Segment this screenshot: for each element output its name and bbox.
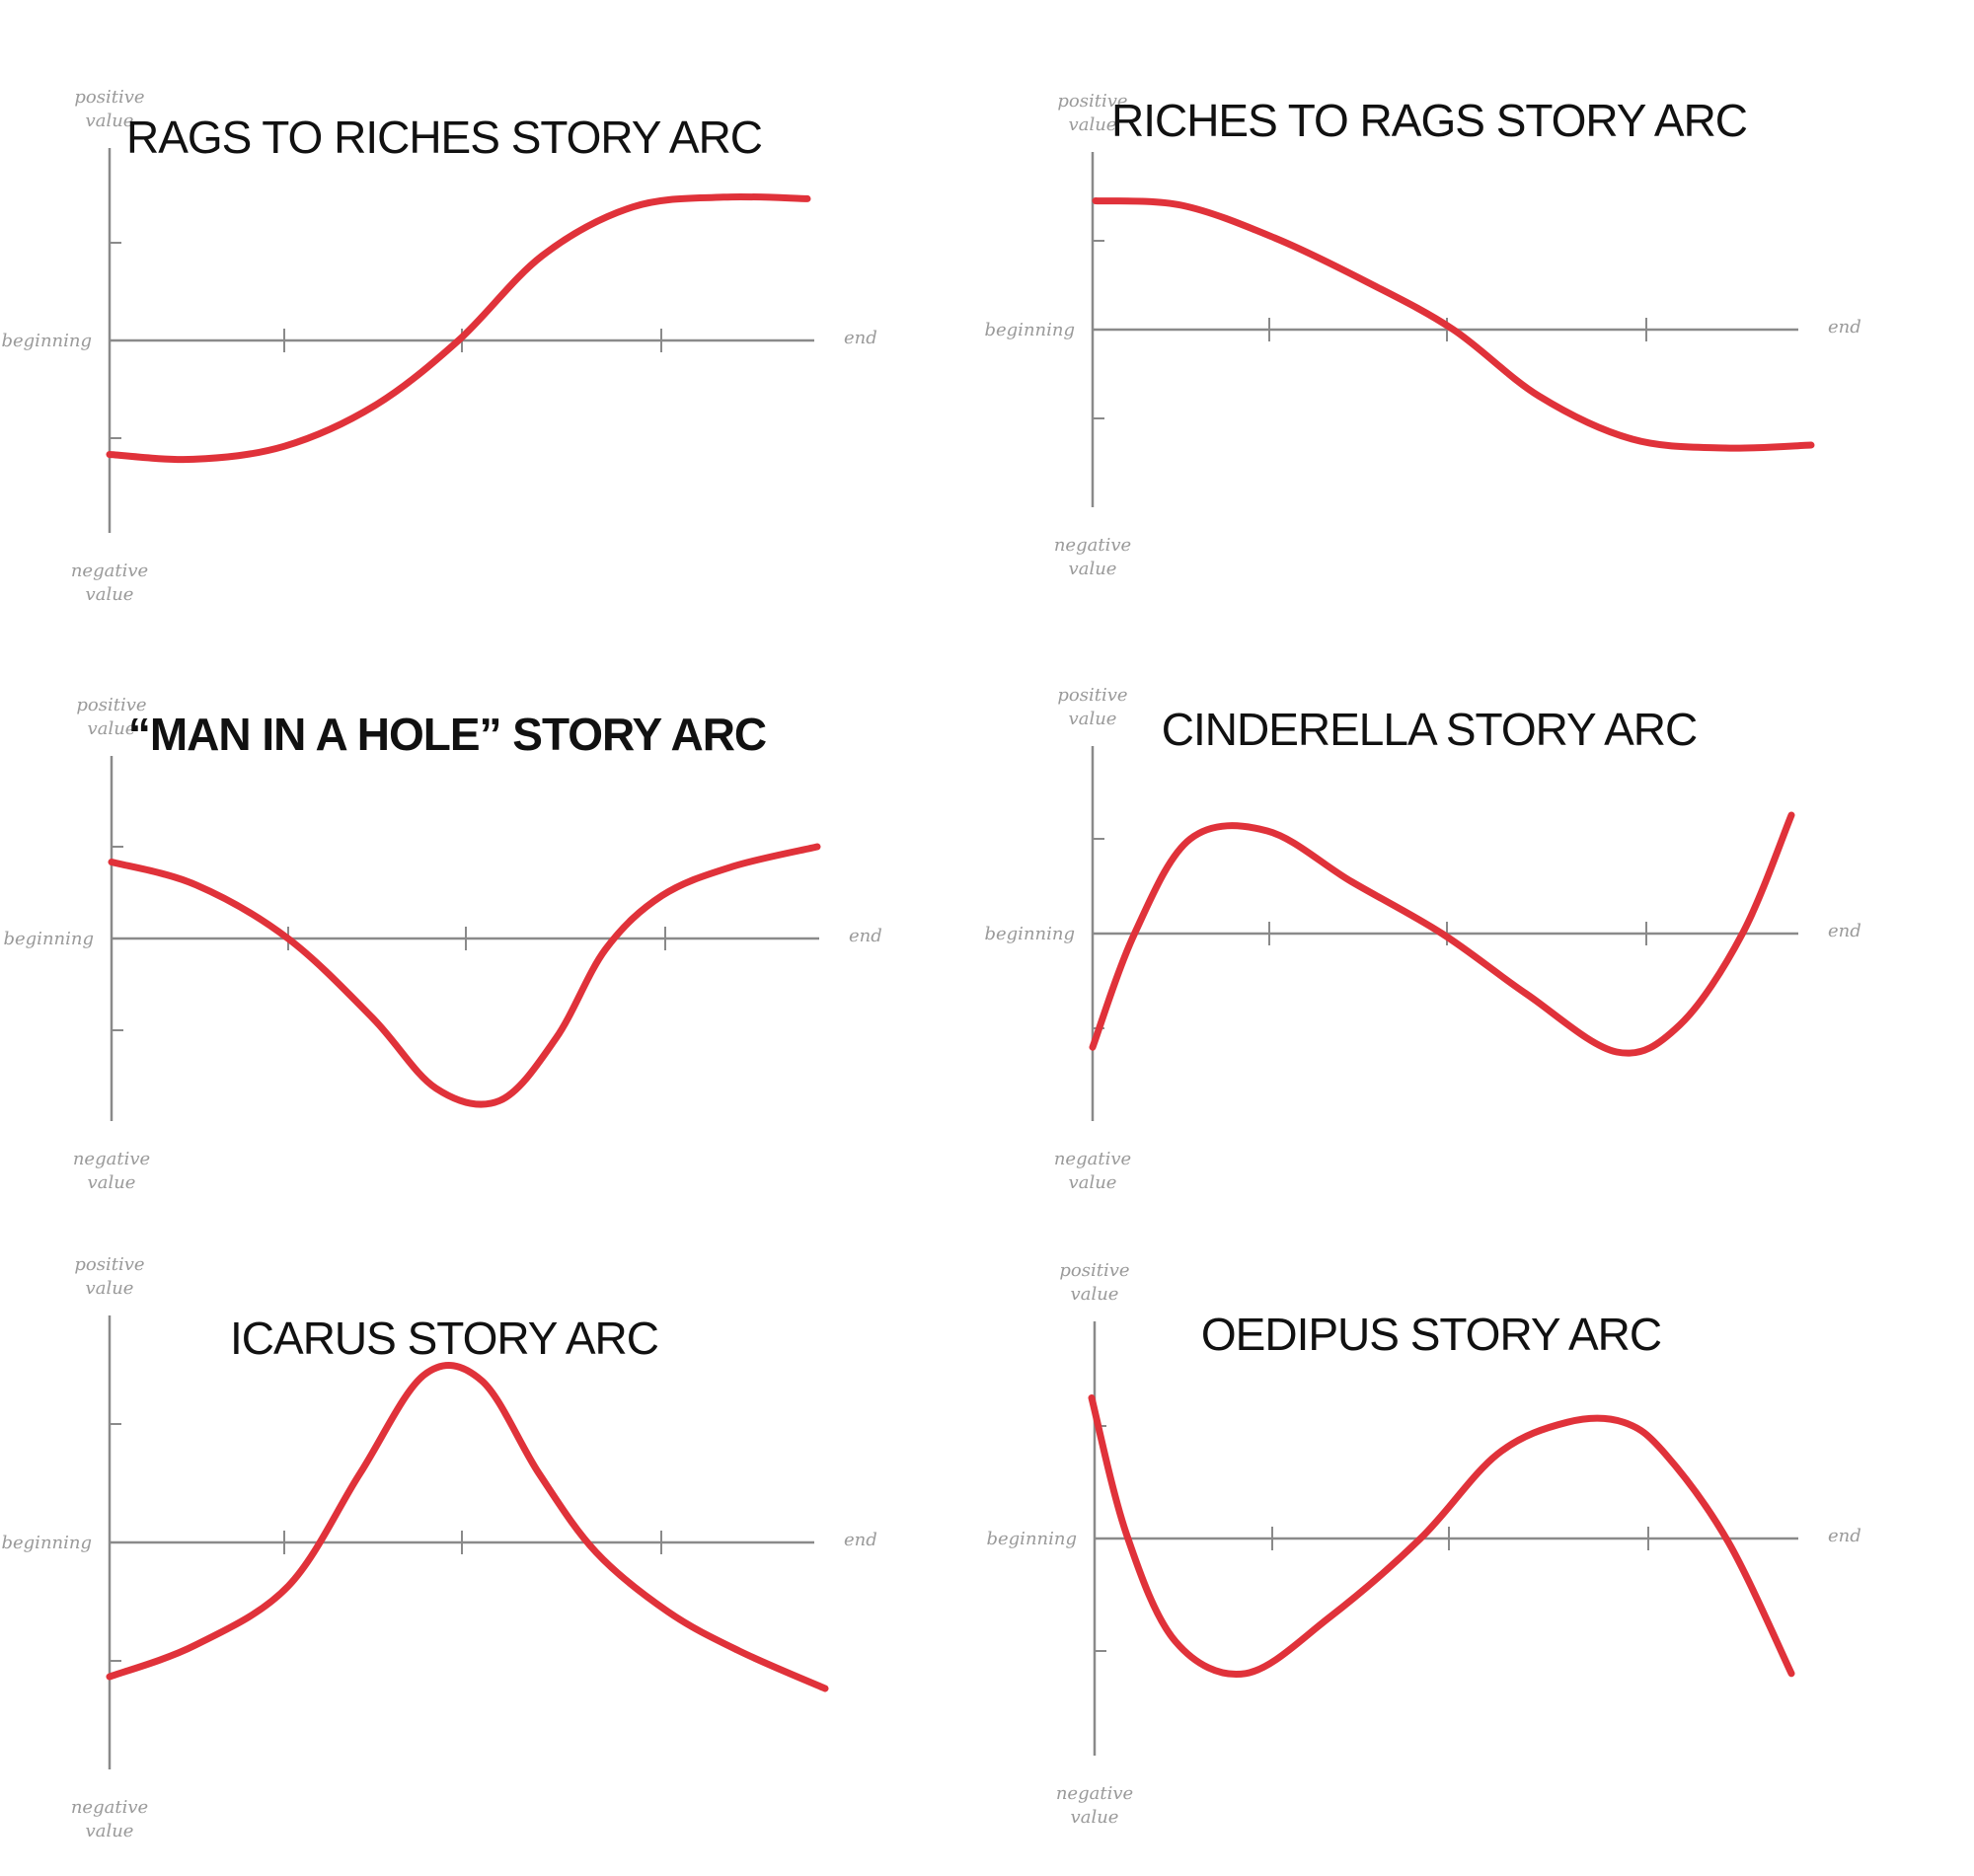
y-axis-bottom-label: negative <box>1054 1149 1131 1169</box>
x-axis-end-label: end <box>844 1530 877 1550</box>
chart-title: OEDIPUS STORY ARC <box>1201 1309 1661 1360</box>
y-axis-bottom-label: negative <box>71 1797 148 1818</box>
x-axis-end-label: end <box>849 926 882 946</box>
arc-curve <box>108 843 821 1108</box>
chart-title: “MAN IN A HOLE” STORY ARC <box>128 709 766 760</box>
x-axis-end-label: end <box>1828 317 1861 338</box>
chart-title: ICARUS STORY ARC <box>230 1313 658 1364</box>
arc-curve <box>1092 197 1815 452</box>
y-axis-top-label: positive <box>74 1254 144 1275</box>
x-axis-end-label: end <box>844 328 877 348</box>
y-axis-top-label: positive <box>74 87 144 108</box>
y-axis-bottom-label: negative <box>1056 1783 1133 1804</box>
y-axis-bottom-label: value <box>1069 559 1117 579</box>
y-axis-top-label: value <box>1069 709 1117 729</box>
y-axis-bottom-label: value <box>86 1821 134 1841</box>
y-axis-top-label: value <box>1069 114 1117 135</box>
x-axis-start-label: beginning <box>1 331 92 351</box>
y-axis-top-label: value <box>86 111 134 131</box>
y-axis-bottom-label: value <box>88 1172 136 1193</box>
y-axis-top-label: value <box>1071 1284 1119 1305</box>
x-axis-start-label: beginning <box>984 924 1075 944</box>
arc-curve <box>106 192 811 464</box>
arc-curve <box>106 1362 829 1692</box>
y-axis-bottom-label: value <box>1071 1807 1119 1828</box>
x-axis-end-label: end <box>1828 1526 1861 1546</box>
chart-title: RICHES TO RAGS STORY ARC <box>1111 95 1747 146</box>
arc-curve <box>1089 811 1795 1057</box>
x-axis-start-label: beginning <box>984 320 1075 340</box>
y-axis-top-label: positive <box>1057 685 1127 706</box>
chart-title: RAGS TO RICHES STORY ARC <box>126 112 762 163</box>
y-axis-bottom-label: value <box>86 584 134 605</box>
y-axis-top-label: value <box>88 718 136 739</box>
y-axis-top-label: positive <box>76 695 146 715</box>
y-axis-bottom-label: negative <box>73 1149 150 1169</box>
chart-title: CINDERELLA STORY ARC <box>1162 704 1697 755</box>
y-axis-bottom-label: value <box>1069 1172 1117 1193</box>
arc-curve <box>1088 1394 1795 1679</box>
x-axis-start-label: beginning <box>3 929 94 949</box>
y-axis-top-label: value <box>86 1278 134 1299</box>
x-axis-start-label: beginning <box>1 1533 92 1553</box>
x-axis-start-label: beginning <box>986 1529 1077 1549</box>
x-axis-end-label: end <box>1828 921 1861 941</box>
y-axis-bottom-label: negative <box>1054 535 1131 556</box>
y-axis-bottom-label: negative <box>71 561 148 581</box>
y-axis-top-label: positive <box>1057 91 1127 112</box>
y-axis-top-label: positive <box>1059 1260 1129 1281</box>
